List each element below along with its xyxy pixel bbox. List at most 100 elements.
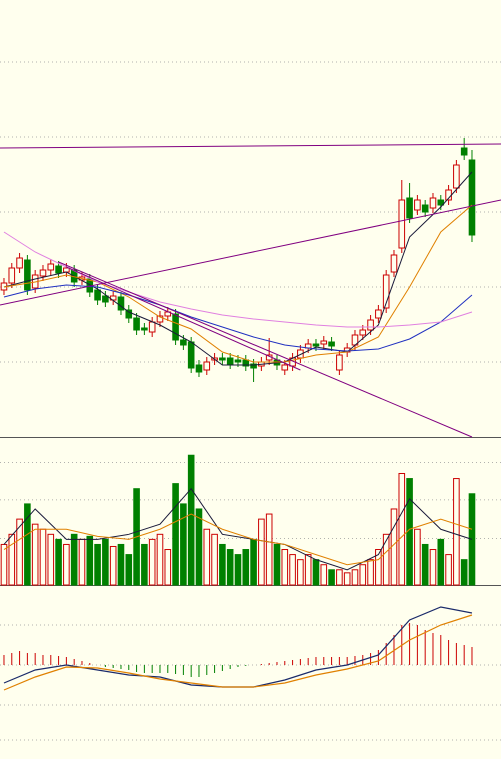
volume-bar (273, 543, 281, 586)
volume-bar (8, 533, 16, 586)
candle-body (8, 267, 16, 284)
volume-bar (453, 478, 460, 586)
candle-body (390, 254, 398, 273)
candle-body (187, 341, 195, 369)
candle-body (141, 327, 148, 331)
candle-body (406, 197, 413, 219)
macd-line (3, 614, 473, 691)
volume-bar (219, 543, 226, 586)
trend-line (66, 266, 301, 371)
volume-bar (234, 554, 242, 586)
volume-bar (289, 554, 296, 586)
candle-body (125, 309, 133, 319)
candle-body (234, 359, 242, 363)
candle-body (437, 199, 445, 206)
candle-body (375, 309, 382, 319)
volume-bar (297, 559, 304, 586)
volume-bar (180, 503, 187, 586)
candle-body (195, 364, 203, 373)
candle-body (219, 357, 226, 361)
candle-body (24, 259, 31, 291)
volume-bar (47, 533, 55, 586)
candle-body (148, 321, 156, 333)
volume-bar (187, 454, 195, 586)
volume-bar (102, 538, 109, 586)
candle-body (102, 295, 109, 303)
candle-body (382, 274, 390, 309)
candle-body (226, 357, 234, 365)
volume-bar (258, 518, 265, 586)
volume-bar (109, 545, 117, 586)
candle-body (367, 319, 374, 331)
volume-bar (437, 538, 445, 586)
candle-body (468, 159, 476, 236)
volume-bar (328, 569, 335, 586)
trend-line (0, 143, 501, 149)
candle-body (180, 339, 187, 346)
candle-body (94, 289, 101, 301)
volume-bar (63, 543, 70, 586)
candle-body (460, 147, 468, 156)
moving-average (3, 204, 473, 363)
volume-bar (211, 533, 218, 586)
volume-bar (382, 533, 390, 586)
volume-bar (320, 564, 328, 586)
volume-bar (94, 543, 101, 586)
volume-bar (375, 549, 382, 586)
volume-bar (312, 559, 320, 586)
volume-bar (250, 538, 257, 586)
candle-body (328, 341, 335, 347)
volume-bar (265, 513, 273, 586)
candle-body (359, 329, 367, 336)
volume-bar (0, 543, 8, 586)
candle-body (16, 257, 23, 269)
trend-line (0, 199, 501, 306)
volume-bar (343, 572, 351, 586)
moving-average (3, 284, 473, 352)
volume-bar (141, 543, 148, 586)
volume-bar (304, 554, 312, 586)
candle-body (398, 199, 406, 249)
volume-bar (414, 528, 421, 586)
candle-body (55, 265, 62, 274)
candle-body (39, 269, 47, 277)
volume-bar (398, 472, 406, 586)
volume-average (3, 513, 473, 566)
candle-body (421, 204, 429, 213)
trend-line (58, 261, 473, 438)
volume-bar (195, 508, 203, 586)
candle-body (172, 313, 179, 341)
volume-bar (367, 559, 374, 586)
candle-body (414, 199, 421, 211)
candle-body (156, 315, 164, 323)
volume-bar (148, 538, 156, 586)
volume-bar (468, 493, 476, 586)
volume-bar (24, 503, 31, 586)
candle-body (453, 164, 460, 189)
candle-body (47, 263, 55, 271)
volume-average (3, 487, 473, 571)
candle-body (312, 343, 320, 347)
volume-bar (242, 549, 250, 586)
candle-body (63, 267, 70, 273)
volume-bar (70, 533, 78, 586)
volume-bar (156, 533, 164, 586)
volume-bar (164, 549, 172, 586)
volume-bar (117, 543, 125, 586)
volume-bar (336, 569, 343, 586)
volume-bar (460, 559, 468, 586)
candle-body (203, 361, 211, 371)
candle-body (133, 317, 140, 331)
volume-bar (16, 518, 23, 586)
volume-bar (281, 549, 289, 586)
volume-bar (359, 564, 367, 586)
volume-bar (421, 543, 429, 586)
candle-body (250, 363, 257, 369)
candle-body (336, 354, 343, 371)
moving-average (3, 171, 473, 366)
volume-bar (203, 528, 211, 586)
volume-bar (39, 528, 47, 586)
volume-bar (31, 523, 39, 586)
moving-average (3, 231, 473, 328)
